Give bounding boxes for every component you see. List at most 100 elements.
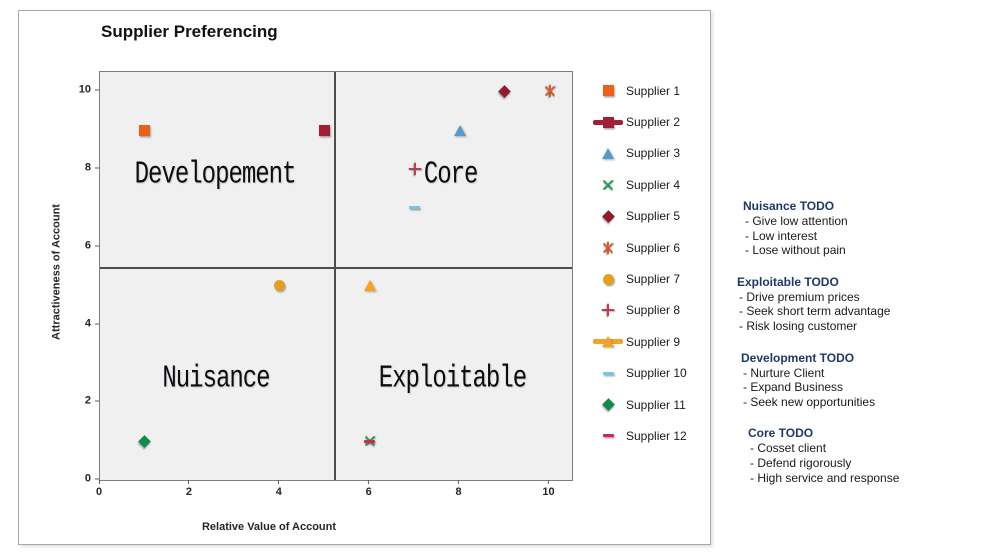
todo-item: - Cosset client <box>750 441 827 456</box>
triangle-marker-icon <box>602 147 614 159</box>
diamond-marker-icon <box>138 434 152 448</box>
legend-label: Supplier 12 <box>626 428 687 443</box>
legend-item: Supplier 11 <box>593 389 703 420</box>
quadrant-label: Exploitable <box>378 361 527 397</box>
tick-mark <box>95 478 99 480</box>
legend-item: Supplier 8 <box>593 295 703 326</box>
todo-item: - Lose without pain <box>745 243 846 258</box>
dash-marker-icon <box>602 371 614 375</box>
x-tick-label: 2 <box>185 486 192 498</box>
legend-marker <box>593 147 623 159</box>
legend-marker <box>593 241 623 255</box>
y-tick: 8 <box>84 161 99 174</box>
plus-marker-icon <box>601 303 615 317</box>
legend-label: Supplier 2 <box>626 115 681 130</box>
x-tick-label: 8 <box>455 486 462 498</box>
legend-marker <box>593 303 623 317</box>
tick-mark <box>95 167 99 169</box>
dash-marker-icon <box>409 206 421 210</box>
circle-marker-icon <box>274 280 286 292</box>
diamond-marker-icon <box>498 85 511 98</box>
todo-section: Core TODO - Cosset client - Defend rigorou… <box>737 426 987 485</box>
legend-marker <box>593 434 623 438</box>
tick-mark <box>458 480 460 484</box>
quadrant-label: Developement <box>134 157 297 193</box>
square-marker-icon <box>319 124 331 136</box>
legend-marker <box>593 178 623 191</box>
y-tick-label: 8 <box>84 161 91 174</box>
x-tick-label: 4 <box>275 486 282 498</box>
todo-item: - Seek short term advantage <box>739 304 891 319</box>
plus-marker-icon <box>408 162 422 176</box>
y-tick: 0 <box>84 472 99 485</box>
legend-marker <box>593 209 623 223</box>
legend-item: Supplier 10 <box>593 358 703 389</box>
tick-mark <box>95 323 99 325</box>
y-tick-label: 2 <box>84 394 91 407</box>
todo-item: - Nurture Client <box>743 365 825 380</box>
tick-mark <box>188 480 190 484</box>
marker-stroke <box>607 303 609 317</box>
todo-heading: Exploitable TODO <box>737 274 839 289</box>
y-tick: 2 <box>84 394 99 407</box>
todo-section: Development TODO - Nurture Client - Expand… <box>737 351 987 410</box>
todo-item: - Expand Business <box>743 380 844 395</box>
marker-stroke <box>413 162 416 176</box>
quadrant-label: Core <box>423 157 479 193</box>
todo-heading: Development TODO <box>741 350 855 365</box>
x-tick: 6 <box>366 480 372 498</box>
dash-marker-icon <box>602 434 614 438</box>
x-marker-icon <box>602 178 615 191</box>
todo-item: - Low interest <box>745 228 818 243</box>
tick-mark <box>95 245 99 247</box>
legend-item: Supplier 4 <box>593 169 703 200</box>
legend-item: Supplier 9 <box>593 326 703 357</box>
tick-mark <box>95 400 99 402</box>
chart-title: Supplier Preferencing <box>101 22 278 41</box>
legend-marker <box>593 273 623 285</box>
y-tick: 4 <box>85 318 99 329</box>
y-tick-label: 4 <box>84 317 91 330</box>
todo-item: - Risk losing customer <box>739 318 858 333</box>
x-axis-title: Relative Value of Account <box>201 521 337 533</box>
todo-item: - Defend rigorously <box>750 455 852 470</box>
legend-item: Supplier 12 <box>593 420 703 451</box>
star-marker-icon <box>602 241 615 255</box>
legend-marker <box>593 398 623 411</box>
legend-item: Supplier 7 <box>593 263 703 294</box>
x-tick: 10 <box>542 480 555 498</box>
y-tick-label: 0 <box>84 472 91 485</box>
todo-item: - Seek new opportunities <box>743 394 876 409</box>
square-marker-icon <box>139 124 151 136</box>
legend-marker <box>593 371 623 375</box>
quadrant-divider-horizontal <box>100 267 572 270</box>
x-tick: 2 <box>186 480 192 498</box>
todo-section: Exploitable TODO - Drive premium prices - … <box>737 275 987 334</box>
quadrant-label: Nuisance <box>162 361 270 397</box>
tick-mark <box>368 480 370 484</box>
diamond-marker-icon <box>601 209 615 223</box>
x-tick: 0 <box>96 480 102 498</box>
legend-label: Supplier 8 <box>626 303 681 318</box>
square-marker-icon <box>602 85 614 97</box>
y-axis-ticks: 0 2 4 6 8 10 <box>49 71 99 484</box>
legend-item: Supplier 5 <box>593 201 703 232</box>
legend-label: Supplier 4 <box>626 177 681 192</box>
legend-label: Supplier 6 <box>626 240 681 255</box>
x-tick: 8 <box>456 480 462 498</box>
legend-item: Supplier 1 <box>593 75 703 106</box>
todo-heading: Core TODO <box>748 426 814 441</box>
dash-marker-icon <box>364 439 376 443</box>
legend-item: Supplier 3 <box>593 138 703 169</box>
legend-label: Supplier 7 <box>626 272 681 287</box>
todo-panel: Nuisance TODO - Give low attention - Low i… <box>737 199 987 502</box>
legend-label: Supplier 10 <box>626 366 687 381</box>
legend-line <box>593 116 623 128</box>
x-tick-label: 10 <box>542 486 555 498</box>
triangle-marker-icon <box>602 336 614 348</box>
todo-section: Nuisance TODO - Give low attention - Low i… <box>737 199 987 258</box>
legend-label: Supplier 3 <box>626 146 681 161</box>
y-tick-label: 10 <box>78 83 91 96</box>
quadrant-divider-vertical <box>333 72 336 480</box>
